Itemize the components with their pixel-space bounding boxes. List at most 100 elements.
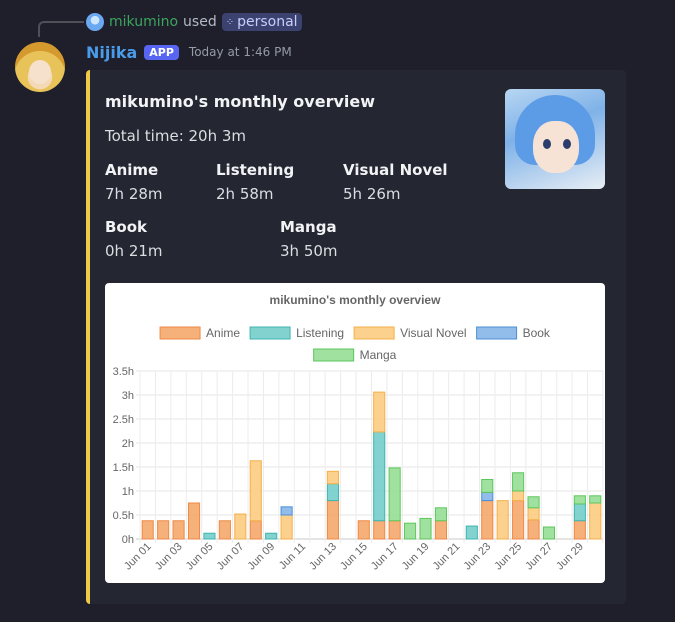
bar-segment — [481, 500, 494, 540]
slash-command-chip[interactable]: ⁘ personal — [221, 13, 302, 31]
field-name: Book — [105, 218, 148, 236]
bar-segment — [157, 520, 170, 540]
bar-segment — [265, 532, 278, 540]
field-book: Book 0h 21m — [105, 218, 163, 260]
y-tick-label: 3h — [122, 390, 134, 402]
bar-segment — [527, 519, 540, 540]
bar-segment — [326, 500, 339, 540]
bar-segment — [589, 502, 602, 540]
y-tick-label: 0h — [122, 534, 134, 546]
legend-swatch — [313, 348, 355, 362]
bar-segment — [481, 478, 494, 493]
bar-segment — [218, 520, 231, 540]
field-value: 3h 50m — [280, 242, 338, 260]
x-tick-label: Jun 19 — [400, 541, 432, 573]
field-value: 2h 58m — [216, 185, 274, 203]
message-header: Nijika APP Today at 1:46 PM — [86, 41, 292, 63]
y-tick-label: 3.5h — [113, 366, 134, 378]
bar-segment — [172, 520, 185, 540]
bar-segment — [357, 520, 370, 540]
message-timestamp[interactable]: Today at 1:46 PM — [188, 45, 292, 59]
reply-used-text: used — [183, 14, 217, 30]
bar-segment — [573, 495, 586, 505]
bar-segment — [234, 513, 247, 540]
bar-segment — [481, 491, 494, 502]
embed-chart-image[interactable]: mikumino's monthly overview Anime Listenin… — [105, 283, 605, 583]
embed-thumbnail[interactable] — [505, 89, 605, 189]
legend-swatch — [476, 326, 518, 340]
author-name[interactable]: Nijika — [86, 42, 138, 62]
x-tick-label: Jun 03 — [153, 541, 185, 573]
y-tick-label: 1.5h — [113, 462, 134, 474]
x-tick-label: Jun 13 — [307, 541, 339, 573]
x-tick-label: Jun 29 — [554, 541, 586, 573]
x-tick-label: Jun 07 — [215, 541, 247, 573]
bar-segment — [419, 517, 432, 540]
bar-segment — [373, 520, 386, 540]
bar-segment — [434, 520, 448, 540]
x-tick-label: Jun 25 — [492, 541, 524, 573]
bar-segment — [388, 467, 401, 522]
author-avatar[interactable] — [15, 42, 65, 92]
reply-context[interactable]: mikumino used ⁘ personal — [86, 12, 302, 32]
y-tick-label: 0.5h — [113, 510, 134, 522]
field-visual-novel: Visual Novel 5h 26m — [343, 161, 448, 203]
x-tick-label: Jun 17 — [369, 541, 401, 573]
field-value: 0h 21m — [105, 242, 163, 260]
reply-user-avatar[interactable] — [86, 13, 104, 31]
bar-segment — [512, 472, 525, 492]
legend-swatch — [159, 326, 201, 340]
x-tick-label: Jun 05 — [184, 541, 216, 573]
bar-segment — [203, 532, 216, 540]
embed-total-time: Total time: 20h 3m — [105, 127, 247, 145]
x-tick-label: Jun 23 — [462, 541, 494, 573]
bar-segment — [141, 520, 154, 540]
bar-segment — [249, 460, 262, 522]
reply-connector — [38, 21, 84, 37]
x-tick-label: Jun 11 — [277, 541, 308, 572]
bar-segment — [512, 490, 525, 502]
field-listening: Listening 2h 58m — [216, 161, 294, 203]
legend-label: Visual Novel — [400, 326, 466, 340]
bar-segment — [496, 500, 509, 540]
embed-title: mikumino's monthly overview — [105, 92, 376, 111]
command-name: personal — [237, 14, 298, 30]
bar-segment — [589, 495, 602, 504]
legend-swatch — [249, 326, 291, 340]
bar-segment — [434, 507, 448, 522]
field-name: Listening — [216, 161, 295, 179]
field-value: 5h 26m — [343, 185, 401, 203]
y-tick-label: 2.5h — [113, 414, 134, 426]
bar-segment — [280, 514, 293, 540]
field-manga: Manga 3h 50m — [280, 218, 338, 260]
field-name: Anime — [105, 161, 159, 179]
x-tick-label: Jun 27 — [523, 541, 555, 573]
legend-swatch — [353, 326, 395, 340]
bar-segment — [527, 507, 540, 521]
reply-username[interactable]: mikumino — [109, 14, 179, 30]
app-badge: APP — [144, 44, 179, 60]
bar-segment — [404, 522, 417, 540]
stacked-bar-chart: mikumino's monthly overview Anime Listenin… — [113, 293, 604, 573]
bar-segment — [326, 483, 339, 502]
field-name: Manga — [280, 218, 337, 236]
bar-segment — [527, 496, 540, 509]
bar-segment — [326, 470, 339, 485]
x-tick-label: Jun 09 — [245, 541, 277, 573]
bar-segment — [388, 520, 401, 540]
bar-segment — [465, 525, 478, 540]
embed-card: mikumino's monthly overview Total time: … — [86, 70, 626, 604]
bar-segment — [542, 526, 556, 540]
bar-segment — [573, 503, 586, 522]
bar-segment — [373, 431, 386, 522]
x-tick-label: Jun 15 — [338, 541, 370, 573]
chart-title: mikumino's monthly overview — [270, 293, 442, 307]
field-anime: Anime 7h 28m — [105, 161, 163, 203]
bar-segment — [373, 391, 386, 433]
bar-segment — [187, 502, 201, 540]
bar-segment — [280, 506, 293, 516]
y-tick-label: 1h — [122, 486, 134, 498]
legend-label: Manga — [360, 348, 397, 362]
command-icon: ⁘ — [225, 16, 234, 28]
legend-label: Listening — [296, 326, 344, 340]
